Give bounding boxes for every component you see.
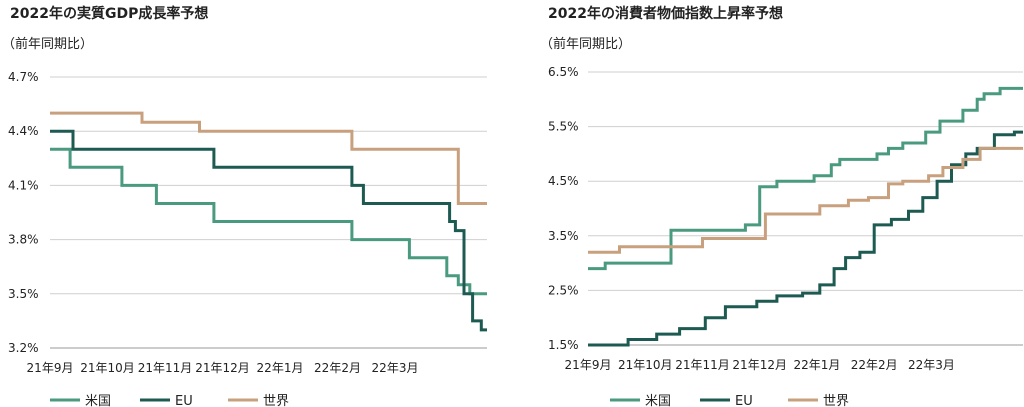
gdp-chart-title: 2022年の実質GDP成長率予想 <box>10 6 209 22</box>
series-line-world <box>588 146 1023 254</box>
y-tick-label: 3.5% <box>8 287 39 301</box>
x-tick-label: 22年1月 <box>257 361 304 375</box>
series-line-us <box>50 147 487 296</box>
x-tick-label: 22年1月 <box>793 358 840 372</box>
y-tick-label: 4.5% <box>548 174 579 188</box>
cpi-chart-subtitle: （前年同期比） <box>540 37 632 52</box>
y-tick-label: 4.4% <box>8 124 39 138</box>
legend-label-us: 米国 <box>85 394 111 407</box>
x-tick-label: 22年3月 <box>372 361 419 375</box>
x-tick-label: 22年2月 <box>314 361 361 375</box>
gdp-forecast-chart: 3.2% 3.5% 3.8% 4.1% 4.4% 4.7% 21年9月 21年10月 21年11… <box>8 70 487 407</box>
x-tick-label: 22年2月 <box>851 358 898 372</box>
legend-label-us: 米国 <box>645 394 671 407</box>
y-tick-label: 3.2% <box>8 341 39 355</box>
legend-label-eu: EU <box>735 394 753 407</box>
x-tick-label: 21年11月 <box>675 358 730 372</box>
y-tick-label: 5.5% <box>548 120 579 134</box>
y-tick-label: 2.5% <box>548 283 579 297</box>
y-tick-label: 4.1% <box>8 178 39 192</box>
x-tick-label: 21年12月 <box>195 361 250 375</box>
y-tick-label: 1.5% <box>548 338 579 352</box>
gdp-chart-subtitle: （前年同期比） <box>2 37 94 52</box>
x-tick-label: 21年12月 <box>732 358 787 372</box>
x-tick-label: 21年10月 <box>618 358 673 372</box>
x-tick-label: 21年9月 <box>27 361 74 375</box>
y-tick-label: 4.7% <box>8 70 39 84</box>
x-tick-label: 21年11月 <box>138 361 193 375</box>
series-line-us <box>588 86 1023 271</box>
series-line-world <box>50 111 487 205</box>
cpi-chart-title: 2022年の消費者物価指数上昇率予想 <box>548 6 783 22</box>
cpi-forecast-chart: 1.5% 2.5% 3.5% 4.5% 5.5% 6.5% 21年9月 21年10月 21年11… <box>548 65 1023 407</box>
legend-label-eu: EU <box>175 394 193 407</box>
x-tick-label: 21年9月 <box>565 358 612 372</box>
legend-label-world: 世界 <box>823 394 849 407</box>
x-tick-label: 22年3月 <box>908 358 955 372</box>
y-tick-label: 3.5% <box>548 229 579 243</box>
y-tick-label: 3.8% <box>8 233 39 247</box>
y-tick-label: 6.5% <box>548 65 579 79</box>
legend-label-world: 世界 <box>263 394 289 407</box>
series-line-eu <box>50 129 487 332</box>
x-tick-label: 21年10月 <box>80 361 135 375</box>
series-line-eu <box>588 130 1023 347</box>
